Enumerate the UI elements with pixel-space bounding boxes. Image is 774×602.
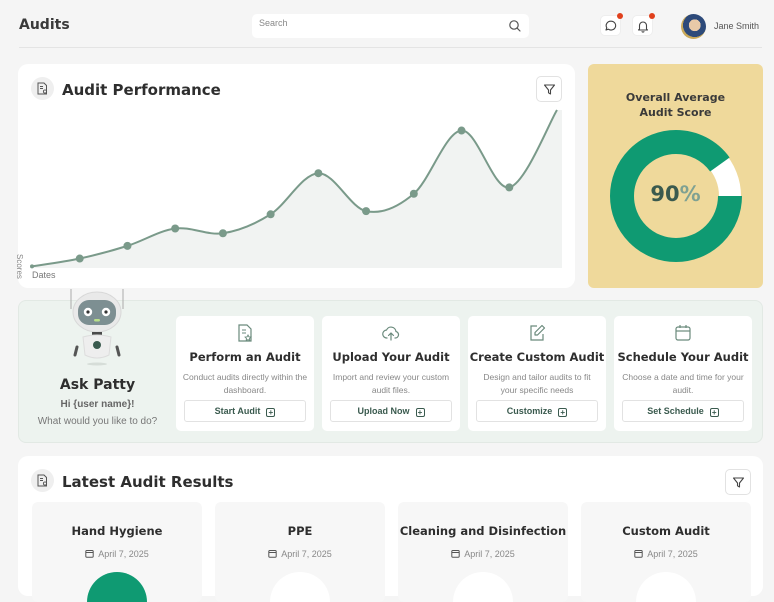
cloud-upload-icon (382, 326, 400, 341)
bell-icon (637, 21, 649, 33)
ask-patty-panel: Ask Patty Hi {user name}! What would you… (18, 289, 763, 443)
chat-icon (605, 20, 617, 31)
result-title: Cleaning and Disinfection (399, 524, 567, 538)
action-description: Import and review your custom audit file… (332, 372, 450, 395)
latest-audit-results-card: Latest Audit Results Hand Hygiene April … (18, 456, 763, 602)
notifications-button[interactable] (632, 13, 655, 36)
overall-score-card: Overall Average Audit Score 90% (588, 64, 763, 288)
score-title: Overall Average Audit Score (588, 90, 763, 120)
header-divider (19, 47, 762, 48)
robot-mascot-icon[interactable] (67, 287, 127, 367)
top-header: Audits Jane Smith (0, 0, 774, 48)
result-score-donut (636, 572, 696, 602)
result-title: Custom Audit (622, 524, 710, 538)
start-audit-button[interactable]: Start Audit + (184, 400, 306, 422)
notification-dot (617, 13, 623, 19)
chart-x-label: Dates (32, 270, 56, 280)
performance-filter-button[interactable] (536, 76, 562, 102)
document-star-icon (238, 324, 252, 342)
result-date: April 7, 2025 (581, 549, 751, 559)
plus-icon: + (558, 408, 568, 417)
audit-performance-title: Audit Performance (62, 81, 221, 99)
result-score-donut (270, 572, 330, 602)
action-description: Choose a date and time for your audit. (622, 372, 744, 395)
result-card-custom-audit[interactable]: Custom Audit April 7, 2025 (581, 502, 751, 602)
page-title: Audits (19, 17, 70, 33)
chart-y-label: Scores (15, 254, 24, 279)
result-date: April 7, 2025 (215, 549, 385, 559)
avatar[interactable] (681, 14, 706, 39)
result-card-ppe[interactable]: PPE April 7, 2025 (215, 502, 385, 602)
result-date: April 7, 2025 (398, 549, 568, 559)
customize-button[interactable]: Customize + (476, 400, 598, 422)
plus-icon: + (709, 408, 719, 417)
filter-icon (732, 477, 745, 488)
score-title-line1: Overall Average (625, 91, 726, 104)
latest-results-title: Latest Audit Results (62, 473, 234, 491)
report-icon (37, 474, 48, 487)
action-card-perform-audit: Perform an Audit Conduct audits directly… (176, 316, 314, 431)
results-filter-button[interactable] (725, 469, 751, 495)
score-donut (610, 130, 742, 262)
result-score-donut (87, 572, 147, 602)
calendar-icon (85, 550, 94, 558)
notification-dot (649, 13, 655, 19)
calendar-icon (675, 325, 691, 341)
ask-patty-title: Ask Patty (59, 377, 136, 393)
search-input[interactable] (259, 18, 499, 28)
calendar-icon (268, 550, 277, 558)
upload-now-button[interactable]: Upload Now + (330, 400, 452, 422)
result-title: Hand Hygiene (71, 524, 163, 538)
messages-button[interactable] (600, 13, 623, 36)
calendar-icon (451, 550, 460, 558)
result-date: April 7, 2025 (32, 549, 202, 559)
user-name[interactable]: Jane Smith (714, 21, 760, 31)
plus-icon: + (266, 408, 276, 417)
search-icon[interactable] (508, 19, 522, 33)
edit-icon (530, 324, 546, 341)
action-card-create-custom-audit: Create Custom Audit Design and tailor au… (468, 316, 606, 431)
action-title: Upload Your Audit (332, 350, 450, 364)
score-value: 90% (650, 182, 701, 206)
score-title-line2: Audit Score (639, 106, 712, 119)
action-title: Create Custom Audit (469, 350, 605, 364)
report-icon (37, 82, 48, 95)
action-card-schedule-audit: Schedule Your Audit Choose a date and ti… (614, 316, 752, 431)
action-card-upload-audit: Upload Your Audit Import and review your… (322, 316, 460, 431)
search-box[interactable] (252, 14, 529, 38)
result-title: PPE (287, 524, 313, 538)
action-description: Conduct audits directly within the dashb… (182, 372, 308, 395)
report-icon-badge (31, 77, 54, 100)
filter-icon (543, 84, 556, 95)
plus-icon: + (415, 408, 425, 417)
result-card-hand-hygiene[interactable]: Hand Hygiene April 7, 2025 (32, 502, 202, 602)
result-card-cleaning[interactable]: Cleaning and Disinfection April 7, 2025 (398, 502, 568, 602)
audit-performance-card: Audit Performance (18, 64, 575, 288)
set-schedule-button[interactable]: Set Schedule + (622, 400, 744, 422)
calendar-icon (634, 550, 643, 558)
ask-greeting: Hi {user name}! (60, 399, 135, 410)
ask-question: What would you like to do? (37, 416, 158, 427)
report-icon-badge (31, 469, 54, 492)
result-score-donut (453, 572, 513, 602)
action-title: Perform an Audit (189, 350, 301, 364)
action-description: Design and tailor audits to fit your spe… (483, 372, 591, 395)
action-title: Schedule Your Audit (617, 350, 749, 364)
